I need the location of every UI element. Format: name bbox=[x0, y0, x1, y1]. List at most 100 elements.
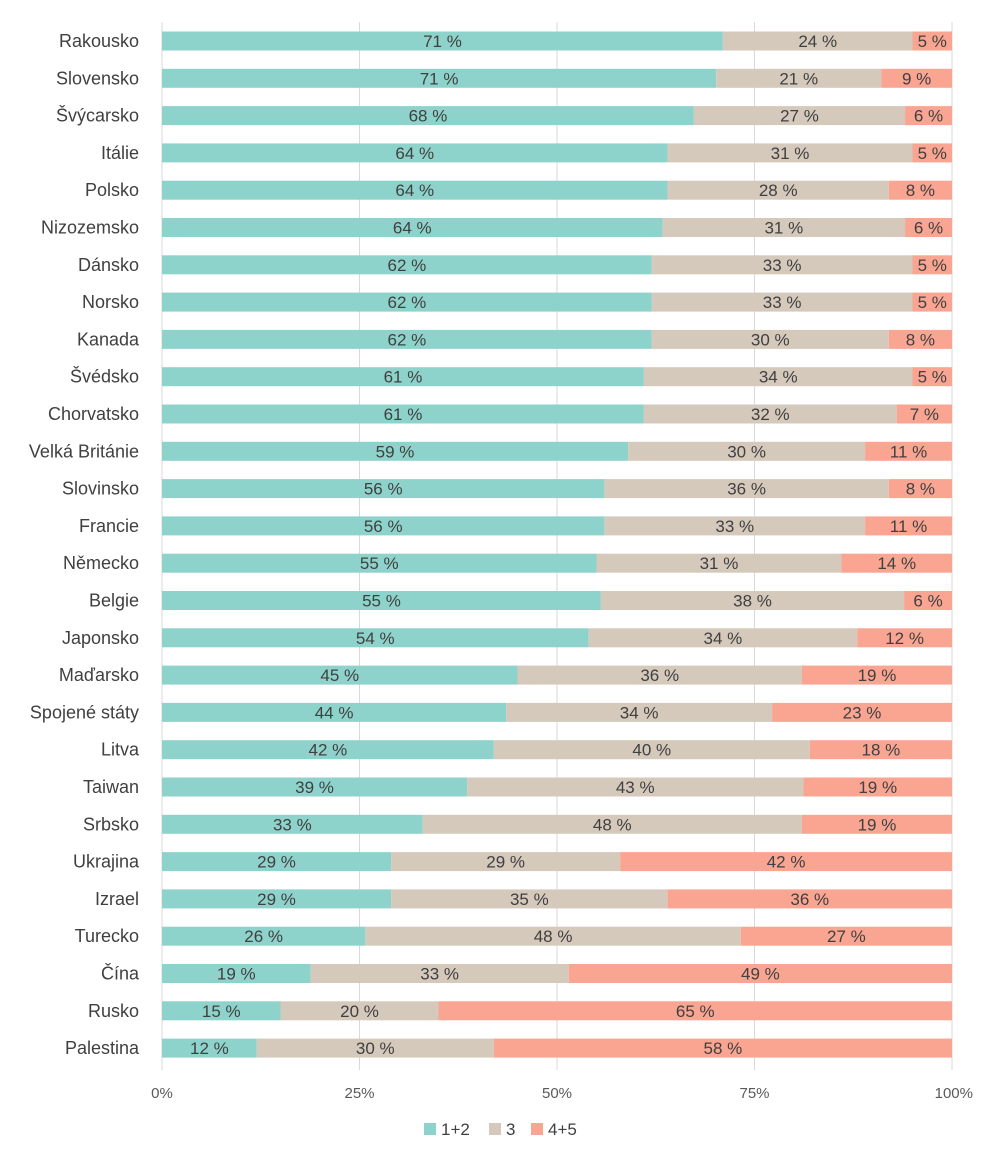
value-label-13-2: 11 % bbox=[890, 517, 928, 536]
value-label-0-0: 71 % bbox=[423, 32, 462, 51]
value-label-26-2: 65 % bbox=[676, 1002, 715, 1021]
value-label-24-0: 26 % bbox=[244, 927, 283, 946]
category-label-16: Japonsko bbox=[62, 628, 139, 648]
value-label-21-0: 33 % bbox=[273, 815, 312, 834]
legend-swatch-0 bbox=[424, 1123, 436, 1135]
value-label-4-1: 28 % bbox=[759, 181, 798, 200]
bar-10-series-1 bbox=[643, 404, 897, 424]
value-label-1-2: 9 % bbox=[902, 69, 931, 88]
legend: 1+2 3 4+5 bbox=[424, 1120, 577, 1139]
bar-20-series-0 bbox=[162, 777, 468, 797]
bar-15-series-0 bbox=[162, 591, 601, 610]
category-label-22: Ukrajina bbox=[73, 852, 140, 872]
value-label-22-0: 29 % bbox=[257, 853, 296, 872]
value-label-17-2: 19 % bbox=[858, 666, 897, 685]
legend-swatch-2 bbox=[531, 1123, 543, 1135]
value-label-27-0: 12 % bbox=[190, 1039, 229, 1058]
bar-19-series-2 bbox=[809, 740, 952, 760]
value-label-4-0: 64 % bbox=[395, 181, 434, 200]
value-label-19-1: 40 % bbox=[632, 741, 671, 760]
value-label-5-2: 6 % bbox=[914, 219, 943, 238]
category-label-26: Rusko bbox=[88, 1001, 139, 1021]
value-label-27-1: 30 % bbox=[356, 1039, 395, 1058]
value-label-23-2: 36 % bbox=[790, 890, 829, 909]
value-label-21-1: 48 % bbox=[593, 815, 632, 834]
bar-22-series-0 bbox=[162, 852, 392, 872]
value-label-11-1: 30 % bbox=[727, 442, 766, 461]
value-label-18-0: 44 % bbox=[315, 703, 354, 722]
bar-9-series-1 bbox=[643, 367, 913, 387]
value-label-1-1: 21 % bbox=[779, 69, 818, 88]
bar-8-series-1 bbox=[651, 329, 889, 349]
bar-11-series-1 bbox=[628, 441, 866, 461]
bar-1-series-1 bbox=[716, 68, 882, 88]
bar-24-series-2 bbox=[740, 926, 952, 946]
x-axis-tick-labels: 0% 25% 50% 75% 100% bbox=[151, 1085, 973, 1102]
value-label-5-1: 31 % bbox=[764, 219, 803, 238]
legend-label-0: 1+2 bbox=[441, 1120, 470, 1139]
bar-1-series-0 bbox=[162, 68, 717, 88]
value-label-23-1: 35 % bbox=[510, 890, 549, 909]
value-label-8-1: 30 % bbox=[751, 330, 790, 349]
value-label-6-1: 33 % bbox=[763, 256, 802, 275]
bar-9-series-2 bbox=[912, 367, 952, 387]
value-label-6-2: 5 % bbox=[918, 256, 947, 275]
x-tick-label-1: 25% bbox=[344, 1085, 374, 1102]
bar-0-series-0 bbox=[162, 31, 723, 51]
bar-6-series-2 bbox=[912, 255, 952, 275]
category-label-12: Slovinsko bbox=[62, 479, 139, 499]
bar-21-series-1 bbox=[422, 814, 802, 834]
legend-label-2: 4+5 bbox=[548, 1120, 577, 1139]
category-label-1: Slovensko bbox=[56, 68, 139, 88]
bar-11-series-2 bbox=[865, 441, 952, 461]
bar-24-series-1 bbox=[365, 926, 741, 946]
value-label-16-0: 54 % bbox=[356, 629, 395, 648]
bar-13-series-1 bbox=[604, 516, 866, 536]
bar-27-series-0 bbox=[162, 1038, 257, 1058]
value-label-10-1: 32 % bbox=[751, 405, 790, 424]
value-label-25-2: 49 % bbox=[741, 965, 780, 984]
value-label-15-1: 38 % bbox=[733, 592, 772, 611]
bar-12-series-0 bbox=[162, 479, 605, 499]
bar-26-series-2 bbox=[438, 1001, 952, 1021]
bar-14-series-2 bbox=[841, 553, 952, 573]
bar-15-series-1 bbox=[600, 591, 905, 610]
value-label-2-1: 27 % bbox=[780, 107, 819, 126]
value-label-18-2: 23 % bbox=[843, 703, 882, 722]
bar-17-series-0 bbox=[162, 665, 518, 685]
value-label-27-2: 58 % bbox=[704, 1039, 743, 1058]
bar-segments bbox=[162, 31, 952, 1058]
bar-20-series-1 bbox=[467, 777, 804, 797]
category-label-21: Srbsko bbox=[83, 814, 139, 834]
bar-20-series-2 bbox=[803, 777, 952, 797]
value-label-3-1: 31 % bbox=[771, 144, 810, 163]
bar-10-series-2 bbox=[896, 404, 952, 424]
value-label-8-2: 8 % bbox=[906, 330, 935, 349]
bar-1-series-2 bbox=[881, 68, 952, 88]
value-label-23-0: 29 % bbox=[257, 890, 296, 909]
value-label-20-1: 43 % bbox=[616, 778, 655, 797]
category-label-6: Dánsko bbox=[78, 255, 139, 275]
category-label-19: Litva bbox=[101, 740, 140, 760]
value-label-5-0: 64 % bbox=[393, 219, 432, 238]
value-label-22-2: 42 % bbox=[767, 853, 806, 872]
value-label-18-1: 34 % bbox=[620, 703, 659, 722]
bar-23-series-1 bbox=[391, 889, 668, 909]
bar-0-series-2 bbox=[912, 31, 952, 51]
bar-6-series-1 bbox=[651, 255, 913, 275]
value-label-15-0: 55 % bbox=[362, 592, 401, 611]
value-label-14-1: 31 % bbox=[700, 554, 739, 573]
bar-4-series-1 bbox=[667, 180, 889, 200]
bar-5-series-2 bbox=[905, 218, 952, 237]
x-tick-label-4: 100% bbox=[935, 1085, 973, 1102]
bar-3-series-0 bbox=[162, 143, 668, 163]
bar-26-series-0 bbox=[162, 1001, 281, 1021]
bar-8-series-2 bbox=[888, 329, 952, 349]
category-label-4: Polsko bbox=[85, 180, 139, 200]
bar-5-series-1 bbox=[662, 218, 906, 237]
category-label-24: Turecko bbox=[75, 926, 139, 946]
category-labels: Rakousko Slovensko Švýcarsko Itálie Polsko Ni… bbox=[29, 31, 140, 1058]
bar-14-series-0 bbox=[162, 553, 597, 573]
bar-22-series-2 bbox=[620, 852, 952, 872]
